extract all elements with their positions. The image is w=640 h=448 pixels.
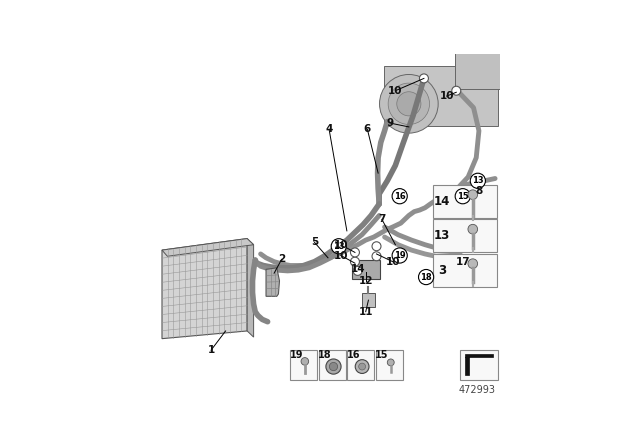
Circle shape (419, 269, 434, 284)
Text: 1: 1 (207, 345, 214, 355)
Circle shape (397, 92, 421, 116)
Circle shape (468, 259, 477, 268)
Circle shape (351, 257, 360, 266)
Text: 19: 19 (394, 251, 406, 260)
Circle shape (372, 242, 381, 251)
Bar (384, 66, 498, 126)
Bar (454, 41, 503, 89)
Text: 12: 12 (358, 276, 373, 286)
FancyBboxPatch shape (433, 220, 497, 252)
Polygon shape (162, 238, 253, 256)
Text: 11: 11 (358, 307, 373, 317)
FancyBboxPatch shape (319, 350, 346, 380)
Circle shape (449, 262, 461, 274)
Text: 5: 5 (311, 237, 318, 247)
Text: 2: 2 (278, 254, 285, 264)
Circle shape (468, 224, 477, 234)
Text: 18: 18 (420, 272, 432, 281)
Bar (362, 293, 374, 307)
Polygon shape (465, 354, 493, 375)
Text: 14: 14 (434, 195, 450, 208)
Circle shape (392, 189, 407, 204)
FancyBboxPatch shape (290, 350, 317, 380)
Circle shape (351, 248, 360, 257)
FancyBboxPatch shape (376, 350, 403, 380)
Circle shape (330, 362, 338, 370)
Text: 18: 18 (318, 349, 332, 360)
Text: 8: 8 (476, 186, 483, 196)
Text: 17: 17 (456, 257, 470, 267)
Text: 15: 15 (457, 192, 468, 201)
Circle shape (380, 74, 438, 133)
Text: 6: 6 (364, 124, 371, 134)
Text: 3: 3 (438, 264, 446, 277)
Text: 16: 16 (394, 192, 406, 201)
Text: 16: 16 (347, 349, 360, 360)
Circle shape (387, 359, 394, 366)
Text: 10: 10 (333, 250, 348, 260)
Circle shape (388, 83, 429, 125)
Circle shape (358, 363, 365, 370)
Text: 472993: 472993 (458, 384, 495, 395)
FancyBboxPatch shape (460, 350, 498, 380)
Text: 9: 9 (387, 118, 394, 128)
Circle shape (419, 74, 428, 83)
Text: 13: 13 (472, 177, 484, 185)
Polygon shape (247, 238, 253, 337)
Text: 10: 10 (388, 86, 403, 96)
FancyBboxPatch shape (433, 254, 497, 287)
Text: 4: 4 (325, 124, 333, 134)
Text: 19: 19 (289, 349, 303, 360)
Circle shape (372, 252, 381, 261)
Circle shape (301, 358, 308, 365)
Circle shape (355, 360, 369, 374)
Circle shape (470, 173, 485, 189)
Circle shape (455, 189, 470, 204)
Text: 10: 10 (333, 240, 348, 250)
Polygon shape (266, 268, 280, 296)
Circle shape (326, 359, 341, 374)
Circle shape (468, 190, 477, 199)
Text: 13: 13 (434, 229, 450, 242)
Text: 7: 7 (378, 214, 385, 224)
Circle shape (452, 86, 461, 95)
Text: 13: 13 (333, 242, 344, 251)
Circle shape (331, 239, 346, 254)
FancyBboxPatch shape (348, 350, 374, 380)
Text: 14: 14 (350, 264, 365, 274)
Polygon shape (162, 238, 247, 339)
Text: 10: 10 (385, 257, 400, 267)
Text: 15: 15 (376, 349, 389, 360)
Circle shape (392, 248, 407, 263)
FancyBboxPatch shape (433, 185, 497, 218)
Circle shape (353, 267, 362, 276)
Text: 10: 10 (439, 91, 454, 101)
Bar (352, 260, 380, 279)
